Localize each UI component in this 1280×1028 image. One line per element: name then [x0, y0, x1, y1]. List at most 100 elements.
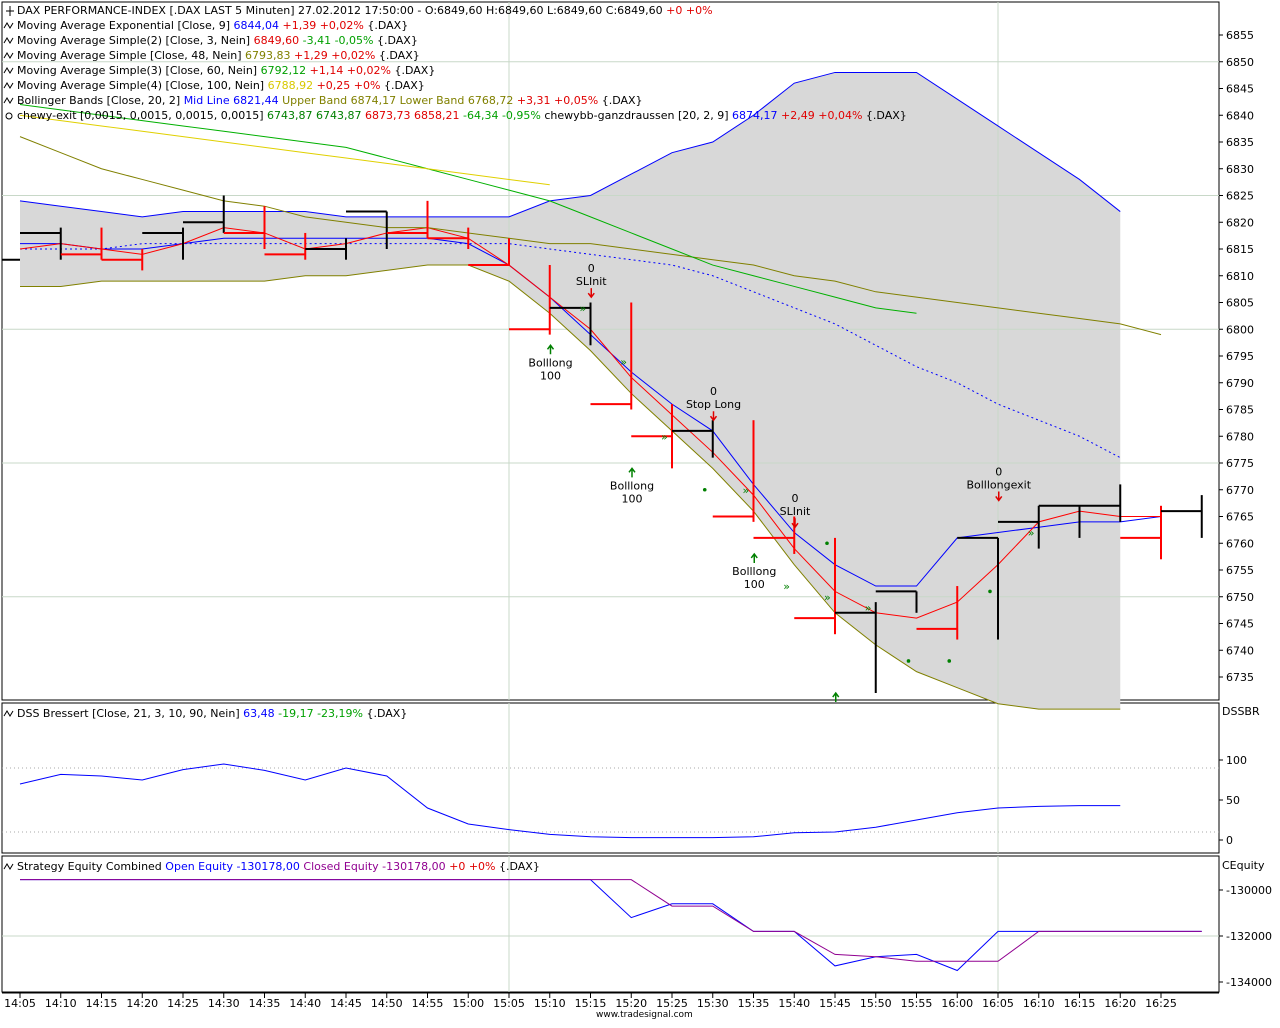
- legend-text: Moving Average Simple [Close, 48, Nein]: [17, 49, 245, 62]
- price-bar[interactable]: [264, 232, 307, 260]
- price-bar[interactable]: [672, 420, 714, 458]
- signal-label: SLInit: [576, 275, 607, 288]
- price-bar[interactable]: [1120, 505, 1162, 560]
- price-bar[interactable]: [509, 265, 551, 335]
- price-bar[interactable]: [468, 238, 510, 267]
- price-bar[interactable]: [1161, 495, 1203, 538]
- price-bar[interactable]: [794, 537, 836, 635]
- legend-text: Mid Line 6821,44: [184, 94, 279, 107]
- price-bar[interactable]: [590, 302, 633, 410]
- y-tick-label: 50: [1226, 794, 1240, 807]
- legend-text: Moving Average Exponential [Close, 9]: [17, 19, 234, 32]
- x-tick-label: 14:45: [330, 997, 362, 1010]
- y-tick-label: 6765: [1226, 511, 1254, 524]
- x-tick-label: 14:25: [167, 997, 199, 1010]
- price-legend-row[interactable]: Moving Average Simple(2) [Close, 3, Nein…: [17, 34, 418, 47]
- bollinger-band-fill: [20, 72, 1121, 710]
- price-bar[interactable]: [1079, 484, 1122, 522]
- y-tick-label: 6840: [1226, 109, 1254, 122]
- price-legend-row[interactable]: Moving Average Simple [Close, 48, Nein] …: [17, 49, 420, 62]
- price-bar[interactable]: [142, 227, 184, 260]
- x-tick-label: 15:50: [860, 997, 892, 1010]
- price-bar[interactable]: [712, 420, 755, 522]
- y-tick-label: 6740: [1226, 644, 1254, 657]
- legend-text: -64,34 -0,95%: [460, 109, 541, 122]
- wave-icon: [3, 863, 14, 870]
- price-bar[interactable]: [101, 249, 144, 271]
- y-tick-label: 6835: [1226, 136, 1254, 149]
- price-bar[interactable]: [835, 602, 877, 694]
- series-sma100-line: [19, 114, 550, 186]
- legend-text: DSS Bressert [Close, 21, 3, 10, 90, Nein…: [17, 707, 243, 720]
- price-legend-row[interactable]: Moving Average Simple(3) [Close, 60, Nei…: [17, 64, 435, 77]
- legend-text: Strategy Equity Combined: [17, 860, 165, 873]
- equity-legend-row[interactable]: Strategy Equity Combined Open Equity -13…: [17, 860, 540, 873]
- y-tick-label: 6805: [1226, 297, 1254, 310]
- buy-arrow-icon: [832, 691, 840, 703]
- y-tick-label: 6845: [1226, 83, 1254, 96]
- x-tick-label: 14:20: [126, 997, 158, 1010]
- x-tick-label: 16:15: [1064, 997, 1096, 1010]
- price-bar[interactable]: [346, 210, 388, 249]
- x-tick-label: 16:25: [1145, 997, 1177, 1010]
- price-bar[interactable]: [60, 227, 103, 260]
- y-tick-label: 6795: [1226, 350, 1254, 363]
- series-sma48-line: [19, 136, 1162, 336]
- legend-text: Moving Average Simple(4) [Close, 100, Ne…: [17, 79, 268, 92]
- y-tick-label: -130000: [1226, 884, 1272, 897]
- price-bar[interactable]: [875, 590, 918, 613]
- y-tick-label: 6750: [1226, 591, 1254, 604]
- signal-chevron: »: [1028, 527, 1035, 540]
- y-tick-label: 6800: [1226, 323, 1254, 336]
- price-bar[interactable]: [183, 195, 225, 233]
- price-bar[interactable]: [223, 206, 266, 249]
- price-bar[interactable]: [631, 404, 673, 469]
- signal-annotation[interactable]: [832, 691, 840, 703]
- wave-icon: [3, 82, 14, 89]
- price-bar[interactable]: [998, 505, 1040, 549]
- price-legend-row[interactable]: DAX PERFORMANCE-INDEX [.DAX LAST 5 Minut…: [17, 4, 713, 17]
- signal-label: 100: [622, 492, 643, 505]
- x-tick-label: 15:15: [575, 997, 607, 1010]
- price-legend-row[interactable]: Bollinger Bands [Close, 20, 2] Mid Line …: [17, 94, 643, 107]
- legend-text: -3,41 -0,05%: [299, 34, 377, 47]
- legend-text: +0,25 +0%: [313, 79, 384, 92]
- price-bar[interactable]: [916, 586, 959, 640]
- signal-label: 100: [744, 578, 765, 591]
- x-tick-label: 15:10: [534, 997, 566, 1010]
- x-tick-label: 15:45: [819, 997, 851, 1010]
- price-bar[interactable]: [427, 227, 470, 249]
- price-bar[interactable]: [305, 238, 347, 260]
- price-bar[interactable]: [957, 536, 999, 640]
- price-legend-row[interactable]: Moving Average Exponential [Close, 9] 68…: [17, 19, 408, 32]
- dss-legend-row[interactable]: DSS Bressert [Close, 21, 3, 10, 90, Nein…: [17, 707, 407, 720]
- legend-text: {.DAX}: [602, 94, 643, 107]
- price-bar[interactable]: [549, 302, 592, 346]
- legend-text: Open Equity -130178,00: [165, 860, 300, 873]
- buy-arrow-icon: [546, 344, 555, 355]
- signal-label: Stop Long: [686, 398, 741, 411]
- price-legend-row[interactable]: chewy-exit [0,0015, 0,0015, 0,0015, 0,00…: [17, 109, 907, 122]
- y-tick-label: 6825: [1226, 190, 1254, 203]
- y-tick-label: 0: [1226, 834, 1233, 847]
- signal-chevron: »: [743, 484, 750, 497]
- y-tick-label: 6760: [1226, 537, 1254, 550]
- legend-text: +3,31 +0,05%: [513, 94, 601, 107]
- x-tick-label: 14:50: [371, 997, 403, 1010]
- x-tick-label: 14:35: [249, 997, 281, 1010]
- price-legend-row[interactable]: Moving Average Simple(4) [Close, 100, Ne…: [17, 79, 425, 92]
- x-tick-label: 15:55: [901, 997, 933, 1010]
- price-bar[interactable]: [1038, 504, 1081, 538]
- legend-text: 6743,87 6743,87: [267, 109, 361, 122]
- sell-arrow-icon: [709, 411, 718, 422]
- legend-text: 63,48: [243, 707, 275, 720]
- price-bar[interactable]: [386, 200, 429, 239]
